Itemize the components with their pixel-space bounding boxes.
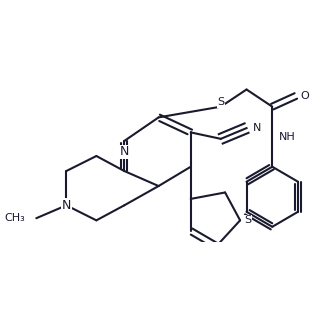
Text: O: O: [300, 91, 309, 101]
Text: NH: NH: [279, 132, 296, 142]
Text: N: N: [120, 145, 129, 158]
Text: S: S: [217, 97, 224, 107]
Text: CH₃: CH₃: [5, 213, 26, 223]
Text: S: S: [245, 215, 252, 225]
Text: N: N: [253, 123, 261, 133]
Text: N: N: [62, 199, 71, 212]
